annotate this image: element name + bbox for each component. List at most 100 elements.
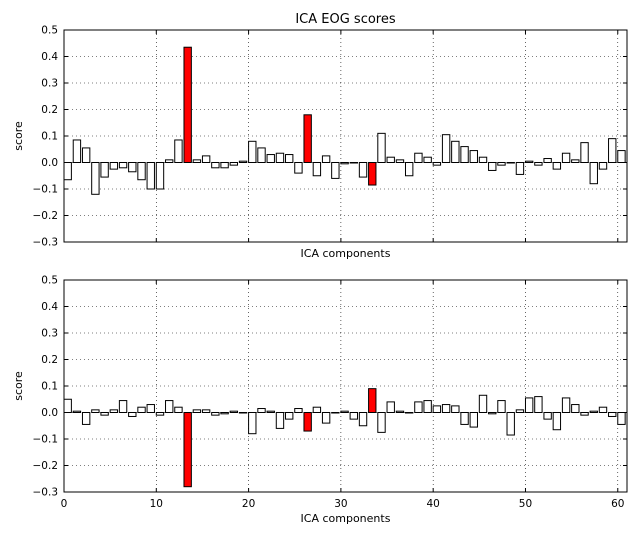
x-tick-label: 20 xyxy=(242,498,255,510)
bar xyxy=(571,159,580,164)
y-tick-label: −0.2 xyxy=(33,210,59,222)
y-tick-label: 0.5 xyxy=(41,25,58,37)
bar xyxy=(266,410,275,413)
bar xyxy=(497,162,506,166)
bar xyxy=(506,162,515,164)
y-tick-label: −0.1 xyxy=(33,434,59,446)
y-tick-label: 0.3 xyxy=(41,328,58,340)
bar xyxy=(146,404,155,413)
bar xyxy=(441,134,451,164)
bar xyxy=(506,412,515,436)
bar xyxy=(543,412,552,420)
bottom-panel: −0.3 −0.2 −0.1 0.0 0.1 0.2 0.3 0.4 0.5 0 10 20 30 40… xyxy=(12,275,628,525)
bar xyxy=(63,162,72,181)
bar xyxy=(238,160,248,164)
bar xyxy=(118,400,128,414)
bar xyxy=(451,405,460,413)
bar-highlighted xyxy=(303,412,312,432)
bar xyxy=(321,155,331,163)
bar xyxy=(589,410,598,413)
bar xyxy=(497,400,506,414)
bar xyxy=(257,147,266,164)
bar-highlighted xyxy=(303,114,312,164)
bar xyxy=(275,412,285,429)
bar xyxy=(257,408,266,413)
top-y-ticks: −0.3 −0.2 −0.1 0.0 0.1 0.2 0.3 0.4 0.5 xyxy=(33,25,627,249)
bar xyxy=(312,162,322,177)
bar xyxy=(349,412,358,420)
bar xyxy=(460,412,469,425)
bar xyxy=(488,162,497,171)
bar xyxy=(488,412,497,415)
bar xyxy=(552,412,562,431)
bar xyxy=(266,154,275,164)
top-x-axis-label: ICA components xyxy=(301,247,391,260)
bar xyxy=(211,412,220,416)
bar xyxy=(358,162,368,178)
bar xyxy=(460,146,469,164)
top-y-axis-label: score xyxy=(12,121,25,151)
bar xyxy=(248,140,257,164)
bar xyxy=(478,156,488,163)
x-tick-label: 60 xyxy=(611,498,624,510)
bar xyxy=(211,162,220,169)
bar xyxy=(128,412,137,417)
x-tick-label: 30 xyxy=(334,498,347,510)
y-tick-label: 0.4 xyxy=(41,301,58,313)
bar xyxy=(414,401,423,413)
bar-highlighted xyxy=(368,388,377,413)
bar xyxy=(63,398,72,413)
bar xyxy=(285,154,294,164)
x-tick-label: 40 xyxy=(426,498,439,510)
bar xyxy=(543,158,552,163)
top-bars xyxy=(63,46,626,195)
bar xyxy=(331,162,340,179)
bar xyxy=(201,155,211,163)
bar xyxy=(608,412,617,417)
bar xyxy=(321,412,331,424)
bar xyxy=(165,159,174,164)
bar xyxy=(81,412,91,425)
y-tick-label: −0.1 xyxy=(33,184,59,196)
bar xyxy=(608,138,617,163)
y-tick-label: 0.3 xyxy=(41,78,58,90)
bar xyxy=(285,412,294,420)
bar xyxy=(469,150,478,163)
bar xyxy=(441,404,451,413)
bottom-y-ticks: −0.3 −0.2 −0.1 0.0 0.1 0.2 0.3 0.4 0.5 xyxy=(33,275,627,499)
bar xyxy=(478,394,488,413)
y-tick-label: 0.0 xyxy=(41,407,58,419)
bar xyxy=(423,400,432,414)
y-tick-label: 0.4 xyxy=(41,51,58,63)
bar xyxy=(358,412,368,427)
bar xyxy=(118,162,128,169)
bar xyxy=(275,152,285,164)
bar xyxy=(432,405,442,413)
bar xyxy=(220,412,229,415)
bar xyxy=(561,152,571,164)
bar xyxy=(294,162,303,174)
bar xyxy=(451,140,460,164)
bar xyxy=(534,162,543,166)
bar xyxy=(515,409,525,414)
x-tick-label: 0 xyxy=(61,498,68,510)
bar xyxy=(238,412,248,414)
y-tick-label: 0.2 xyxy=(41,354,58,366)
bottom-x-axis-label: ICA components xyxy=(301,512,391,525)
bar xyxy=(109,409,119,414)
bar xyxy=(524,397,534,413)
bar xyxy=(229,410,239,413)
bar xyxy=(331,412,340,414)
bar xyxy=(404,162,414,177)
bar xyxy=(580,412,589,416)
bar xyxy=(423,156,432,163)
bar xyxy=(552,162,562,170)
bar xyxy=(571,404,580,413)
bar xyxy=(165,400,174,414)
bar xyxy=(469,412,478,428)
bar xyxy=(81,147,91,164)
bottom-x-ticks: 0 10 20 30 40 50 60 xyxy=(61,280,624,510)
bar xyxy=(377,132,386,164)
bar xyxy=(229,162,239,166)
